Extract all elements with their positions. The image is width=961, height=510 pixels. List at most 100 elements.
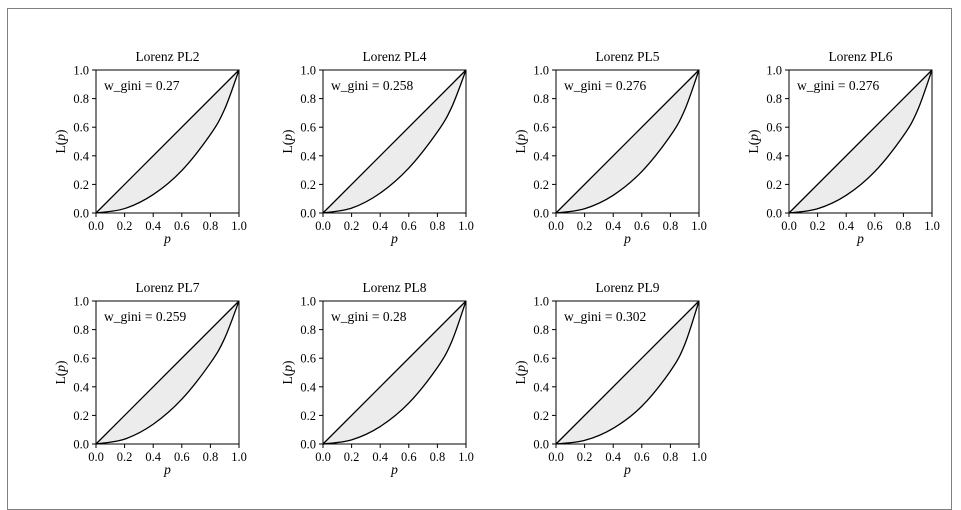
x-tick-label: 0.0 bbox=[88, 450, 104, 464]
x-tick-label: 0.6 bbox=[867, 219, 883, 233]
panel-title: Lorenz PL7 bbox=[135, 280, 199, 295]
y-tick-label: 0.2 bbox=[766, 178, 782, 192]
x-axis-label: p bbox=[163, 231, 171, 246]
y-tick-label: 1.0 bbox=[766, 64, 782, 78]
y-tick-label: 0.0 bbox=[766, 207, 782, 221]
x-tick-label: 0.0 bbox=[548, 450, 564, 464]
y-tick-label: 0.8 bbox=[73, 323, 89, 337]
plot-frame bbox=[555, 300, 700, 445]
plot-frame bbox=[322, 69, 467, 214]
equality-line bbox=[788, 69, 933, 214]
lorenz-curve bbox=[322, 300, 467, 445]
x-tick-label: 1.0 bbox=[231, 219, 247, 233]
equality-line bbox=[95, 300, 240, 445]
x-tick-label: 0.4 bbox=[838, 219, 854, 233]
y-tick-label: 0.8 bbox=[766, 92, 782, 106]
y-tick-label: 0.4 bbox=[533, 149, 549, 163]
equality-line bbox=[555, 300, 700, 445]
y-tick-label: 0.2 bbox=[300, 409, 316, 423]
x-tick-label: 0.4 bbox=[372, 219, 388, 233]
x-tick-label: 0.4 bbox=[372, 450, 388, 464]
lorenz-panel: 0.0 0.2 0.4 0.6 0.8 1.0 0.0 0.2 0.4 0.6 0.8 1.0 Lore… bbox=[280, 49, 474, 246]
y-axis-label: L(p) bbox=[280, 361, 295, 385]
panel-title: Lorenz PL4 bbox=[362, 49, 426, 64]
x-tick-label: 0.8 bbox=[663, 219, 679, 233]
x-axis-label: p bbox=[856, 231, 864, 246]
x-tick-label: 0.8 bbox=[896, 219, 912, 233]
y-tick-label: 0.4 bbox=[300, 149, 316, 163]
gini-annotation: w_gini = 0.276 bbox=[797, 78, 879, 93]
figure-frame bbox=[7, 8, 952, 510]
x-tick-label: 0.8 bbox=[430, 219, 446, 233]
y-tick-label: 0.4 bbox=[73, 149, 89, 163]
y-tick-label: 0.4 bbox=[73, 380, 89, 394]
y-tick-label: 0.6 bbox=[300, 352, 316, 366]
gini-annotation: w_gini = 0.27 bbox=[104, 78, 180, 93]
y-tick-label: 0.0 bbox=[73, 207, 89, 221]
panel-title: Lorenz PL9 bbox=[595, 280, 659, 295]
x-tick-label: 0.8 bbox=[663, 450, 679, 464]
y-tick-label: 0.8 bbox=[533, 323, 549, 337]
y-axis-label: L(p) bbox=[53, 130, 68, 154]
plot-frame bbox=[555, 69, 700, 214]
x-tick-label: 0.6 bbox=[401, 219, 417, 233]
y-axis-label: L(p) bbox=[513, 361, 528, 385]
panel-title: Lorenz PL8 bbox=[362, 280, 426, 295]
x-tick-label: 1.0 bbox=[231, 450, 247, 464]
x-tick-label: 0.4 bbox=[605, 219, 621, 233]
y-tick-label: 0.2 bbox=[73, 409, 89, 423]
x-tick-label: 0.2 bbox=[344, 219, 360, 233]
lorenz-curve bbox=[555, 69, 700, 214]
y-tick-label: 0.0 bbox=[533, 207, 549, 221]
y-tick-label: 0.6 bbox=[766, 121, 782, 135]
x-tick-label: 1.0 bbox=[691, 450, 707, 464]
x-tick-label: 0.8 bbox=[203, 450, 219, 464]
lorenz-curve bbox=[788, 69, 933, 214]
x-axis-label: p bbox=[390, 462, 398, 477]
x-tick-label: 0.4 bbox=[145, 219, 161, 233]
lorenz-curve bbox=[95, 69, 240, 214]
y-axis-label: L(p) bbox=[53, 361, 68, 385]
y-tick-label: 0.6 bbox=[73, 121, 89, 135]
lorenz-panel: 0.0 0.2 0.4 0.6 0.8 1.0 0.0 0.2 0.4 0.6 0.8 1.0 Lore… bbox=[513, 280, 707, 477]
x-tick-label: 0.0 bbox=[88, 219, 104, 233]
x-tick-label: 0.4 bbox=[145, 450, 161, 464]
x-tick-label: 1.0 bbox=[458, 450, 474, 464]
panel-title: Lorenz PL2 bbox=[135, 49, 199, 64]
y-axis-label: L(p) bbox=[746, 130, 761, 154]
x-tick-label: 0.0 bbox=[315, 450, 331, 464]
gini-annotation: w_gini = 0.259 bbox=[104, 309, 186, 324]
x-axis-label: p bbox=[390, 231, 398, 246]
x-tick-label: 0.0 bbox=[548, 219, 564, 233]
y-tick-label: 1.0 bbox=[533, 64, 549, 78]
plot-frame bbox=[788, 69, 933, 214]
lorenz-panel: 0.0 0.2 0.4 0.6 0.8 1.0 0.0 0.2 0.4 0.6 0.8 1.0 Lore… bbox=[746, 49, 940, 246]
x-tick-label: 0.6 bbox=[174, 450, 190, 464]
lorenz-panel: 0.0 0.2 0.4 0.6 0.8 1.0 0.0 0.2 0.4 0.6 0.8 1.0 Lore… bbox=[53, 280, 247, 477]
y-tick-label: 0.8 bbox=[533, 92, 549, 106]
equality-line bbox=[95, 69, 240, 214]
panel-title: Lorenz PL6 bbox=[828, 49, 892, 64]
y-tick-label: 0.6 bbox=[533, 352, 549, 366]
x-axis-label: p bbox=[623, 462, 631, 477]
y-tick-label: 1.0 bbox=[300, 295, 316, 309]
y-tick-label: 0.6 bbox=[533, 121, 549, 135]
lorenz-panel: 0.0 0.2 0.4 0.6 0.8 1.0 0.0 0.2 0.4 0.6 0.8 1.0 Lore… bbox=[280, 280, 474, 477]
plot-frame bbox=[95, 69, 240, 214]
x-tick-label: 0.4 bbox=[605, 450, 621, 464]
y-tick-label: 0.4 bbox=[533, 380, 549, 394]
y-tick-label: 0.6 bbox=[73, 352, 89, 366]
lorenz-panel: 0.0 0.2 0.4 0.6 0.8 1.0 0.0 0.2 0.4 0.6 0.8 1.0 Lore… bbox=[513, 49, 707, 246]
y-tick-label: 1.0 bbox=[73, 64, 89, 78]
x-tick-label: 0.6 bbox=[634, 219, 650, 233]
y-tick-label: 0.2 bbox=[533, 409, 549, 423]
gini-annotation: w_gini = 0.28 bbox=[331, 309, 407, 324]
x-axis-label: p bbox=[163, 462, 171, 477]
y-tick-label: 0.2 bbox=[533, 178, 549, 192]
y-tick-label: 0.2 bbox=[300, 178, 316, 192]
y-tick-label: 0.4 bbox=[766, 149, 782, 163]
lorenz-curve bbox=[95, 300, 240, 445]
y-tick-label: 0.8 bbox=[300, 92, 316, 106]
gini-annotation: w_gini = 0.276 bbox=[564, 78, 646, 93]
x-tick-label: 0.2 bbox=[577, 450, 593, 464]
